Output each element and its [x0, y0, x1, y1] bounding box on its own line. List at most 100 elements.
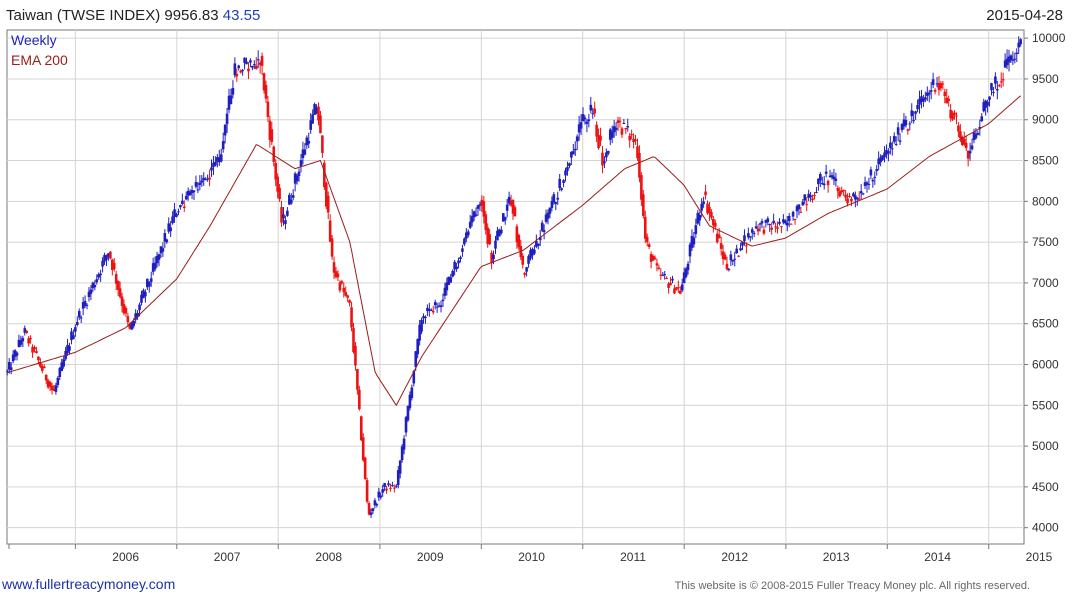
- candle-body-201: [396, 470, 400, 486]
- candle-body-205: [404, 417, 408, 433]
- x-tick-label-2011: 2011: [620, 550, 646, 564]
- candle-body-293: [575, 136, 579, 142]
- candle-body-364: [713, 222, 717, 227]
- candle-body-392: [768, 224, 772, 226]
- candle-body-139: [276, 176, 279, 192]
- candle-body-200: [394, 485, 398, 487]
- candle-body-424: [830, 175, 834, 178]
- candle-body-269: [529, 250, 532, 259]
- candle-body-376: [737, 255, 740, 257]
- x-tick-label-2015: 2015: [1026, 550, 1053, 564]
- candle-body-517: [1011, 59, 1015, 61]
- candle-body-453: [887, 151, 890, 154]
- candle-body-258: [507, 197, 511, 204]
- candle-body-137: [272, 146, 276, 162]
- candle-body-460: [900, 123, 904, 131]
- candle-body-500: [978, 126, 982, 130]
- candle-body-469: [918, 98, 921, 105]
- candle-body-334: [655, 263, 659, 266]
- candle-body-101: [202, 177, 206, 181]
- candle-body-227: [447, 276, 451, 285]
- candle-body-420: [822, 183, 826, 186]
- y-tick-label-6000: 6000: [1032, 358, 1059, 372]
- candle-body-31: [66, 344, 69, 353]
- candle-body-379: [743, 235, 746, 242]
- candle-body-67: [136, 312, 139, 317]
- candle-body-440: [861, 193, 865, 195]
- candle-body-134: [266, 101, 270, 117]
- candle-body-299: [587, 119, 591, 122]
- candle-body-85: [171, 216, 174, 224]
- footer-site-link[interactable]: www.fullertreacymoney.com: [2, 576, 176, 592]
- candle-body-298: [585, 121, 589, 124]
- candle-body-119: [237, 65, 241, 69]
- candle-body-102: [204, 179, 207, 181]
- candle-body-323: [634, 139, 637, 141]
- y-tick-label-8500: 8500: [1032, 154, 1059, 168]
- candle-body-44: [91, 282, 95, 289]
- candle-body-220: [433, 302, 437, 306]
- y-tick-label-8000: 8000: [1032, 194, 1059, 208]
- candle-body-247: [486, 227, 490, 245]
- candle-body-370: [725, 263, 729, 270]
- candle-body-240: [472, 211, 476, 218]
- candle-body-395: [774, 226, 777, 228]
- candle-body-476: [931, 79, 935, 86]
- candle-body-161: [319, 115, 322, 134]
- candle-body-248: [488, 234, 491, 245]
- candle-body-236: [465, 232, 468, 239]
- candle-body-36: [76, 321, 79, 325]
- candle-body-314: [616, 120, 620, 124]
- candle-body-274: [538, 237, 542, 241]
- candle-body-1: [7, 361, 11, 370]
- candle-body-80: [161, 248, 165, 252]
- candle-body-110: [219, 154, 223, 162]
- candle-body-461: [902, 119, 906, 127]
- candle-body-433: [848, 195, 851, 197]
- candle-body-70: [142, 290, 145, 299]
- candle-body-169: [334, 271, 338, 278]
- candle-body-176: [348, 300, 351, 303]
- candle-body-322: [632, 138, 635, 143]
- candle-body-212: [418, 324, 421, 341]
- candle-body-347: [680, 284, 684, 291]
- candle-body-241: [474, 214, 478, 217]
- candle-body-361: [708, 206, 711, 214]
- candle-body-270: [531, 248, 534, 256]
- candle-body-496: [970, 145, 974, 150]
- candle-body-341: [669, 282, 672, 286]
- candle-body-507: [992, 92, 995, 94]
- candle-body-437: [855, 197, 859, 200]
- candle-body-42: [87, 291, 91, 297]
- candle-body-216: [426, 307, 429, 312]
- candle-body-58: [118, 288, 122, 297]
- candle-body-218: [430, 309, 433, 311]
- candle-body-122: [243, 57, 246, 63]
- candle-body-432: [846, 198, 849, 204]
- candle-body-113: [225, 113, 229, 125]
- candle-body-61: [124, 307, 128, 314]
- candle-body-316: [620, 128, 624, 135]
- candle-body-47: [97, 274, 100, 278]
- candle-body-165: [326, 195, 330, 213]
- candle-body-39: [81, 302, 85, 309]
- candle-body-228: [449, 277, 453, 283]
- candle-body-250: [492, 254, 495, 259]
- candle-body-378: [741, 241, 744, 246]
- candle-body-331: [649, 254, 653, 262]
- candle-body-416: [815, 192, 818, 194]
- candle-body-24: [52, 388, 56, 391]
- candle-body-353: [692, 237, 696, 245]
- y-tick-label-7500: 7500: [1032, 235, 1059, 249]
- candle-body-284: [558, 178, 561, 189]
- candle-body-181: [358, 389, 361, 410]
- candle-body-115: [229, 95, 233, 104]
- candle-body-472: [924, 97, 927, 100]
- candle-body-305: [599, 135, 602, 141]
- candle-body-335: [657, 267, 661, 269]
- candle-body-54: [111, 259, 114, 271]
- y-tick-label-6500: 6500: [1032, 317, 1059, 331]
- weekly-candles: [5, 36, 1022, 518]
- candle-body-462: [904, 120, 908, 126]
- candle-body-105: [210, 167, 213, 171]
